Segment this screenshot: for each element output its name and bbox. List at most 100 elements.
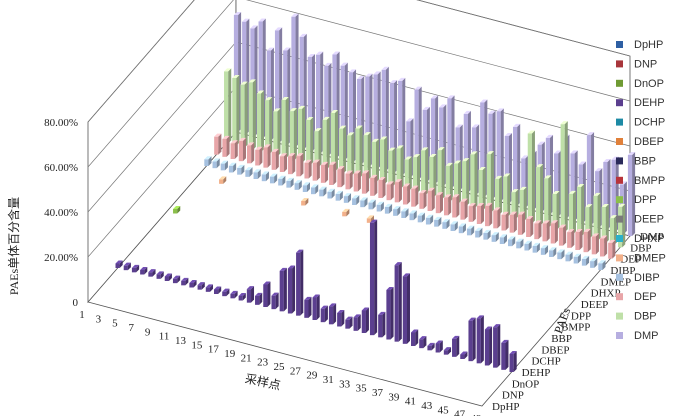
bar-DIBP-37 [499,234,507,244]
bar-DEHP-47 [493,324,501,368]
bar-DEP-31 [460,198,468,220]
bar-DBP-39 [535,164,544,226]
bar-DIBP-44 [557,249,565,260]
bar-DIBP-9 [269,173,278,184]
bar-DIBP-38 [508,236,516,247]
bar-DBP-35 [503,173,511,217]
bar-DBP-15 [338,125,347,174]
x-tick-label: 47 [454,409,466,416]
bar-DEHP-24 [304,296,312,318]
bar-DBP-31 [470,151,478,209]
bar-DEP-44 [567,229,575,248]
bar-DIBP-11 [286,177,294,188]
bar-DBP-12 [314,128,322,168]
z-tick-label: 60.00% [44,162,78,174]
bar-DIBP-43 [549,247,557,257]
x-tick-label: 31 [323,374,334,386]
legend-swatch [616,41,623,48]
legend-swatch [616,215,623,223]
bar-DEP-15 [329,161,337,185]
bar-DBP-4 [248,79,256,150]
bar-DIBP-25 [401,208,409,218]
bar-DIBP-28 [425,214,434,225]
bar-DIBP-14 [311,184,319,195]
bar-DIBP-46 [573,253,581,264]
legend-label: DBEP [634,136,664,148]
bar-DIBP-5 [237,164,245,175]
bar-DEHP-41 [443,347,452,355]
bar-DEP-10 [288,153,296,175]
series-tick-label: DMP [640,231,664,243]
bar-DIBP-23 [384,203,393,214]
bar-DEHP-26 [320,305,328,323]
bar-DEP-43 [558,224,567,246]
legend-swatch [616,235,623,242]
chart-bars [115,12,636,372]
bar-DEHP-30 [353,314,361,331]
bar-DEHP-18 [255,292,263,305]
bar-DIBP-13 [302,182,310,192]
x-axis-title: 采样点 [244,371,282,393]
legend-swatch [616,79,623,87]
bar-DBP-27 [437,147,445,200]
bar-DEHP-46 [484,326,493,366]
bar-DIBP-20 [360,197,368,208]
legend-swatch [616,273,623,281]
bar-DBP-34 [494,175,503,215]
bar-DIBP-7 [253,169,261,179]
bar-DEP-35 [493,207,501,229]
bar-DEP-48 [599,235,608,257]
legend-label: DNP [634,58,657,70]
bar-DEP-8 [271,148,279,170]
bar-DEP-16 [337,166,345,188]
bar-DIBP-4 [228,162,237,173]
legend-label: DEP [634,291,657,303]
bar-DEP-9 [279,153,288,172]
bar-DEP-40 [534,220,542,240]
bar-DBP-19 [371,138,379,183]
series-tick-label: BBP [551,333,572,345]
bar-DEP-24 [402,183,411,205]
legend-label: DCHP [634,117,665,129]
bar-DEHP-40 [435,340,443,353]
bar-DEHP-14 [222,288,230,297]
bar-DEP-39 [526,216,534,237]
legend-swatch [616,293,623,301]
bar-DIBP-35 [483,229,491,240]
bar-DEHP-8 [172,275,181,284]
bar-DIBP-39 [516,238,524,249]
bar-DIBP-3 [220,160,228,171]
x-tick-label: 25 [274,361,286,373]
bar-DBP-44 [576,184,585,237]
series-tick-label: DHXP [591,288,621,300]
bar-DIBP-8 [261,171,269,182]
bar-DEHP-2 [123,262,131,271]
bar-DEP-26 [419,190,427,209]
bar-DBP-32 [478,167,486,211]
series-tick-label: DBEP [541,344,569,356]
bar-DEHP-11 [197,282,205,290]
bar-DBP-40 [544,175,552,228]
z-tick-label: 20.00% [44,252,78,264]
x-tick-label: 41 [405,396,416,408]
chart-left-wall [87,0,237,304]
bar-DBP-9 [289,108,297,161]
bar-DEHP-13 [214,286,222,294]
bar-DEHP-10 [189,280,197,288]
x-tick-label: 45 [438,404,450,416]
bar-DBP-11 [306,117,314,165]
x-tick-label: 15 [191,339,203,351]
bar-DIBP-30 [442,219,450,229]
bar-DIBP-2 [212,158,220,169]
bar-DIBP-49 [598,260,606,270]
bar-DEP-19 [361,170,370,194]
legend-swatch [616,254,623,262]
bar-DEP-11 [296,153,304,177]
bar-DIBP-10 [278,175,286,186]
x-tick-label: 33 [339,378,351,390]
legend-swatch [616,196,623,204]
bar-DBP-33 [486,151,494,213]
bar-DIBP-27 [417,212,425,223]
bar-DEP-23 [394,179,402,203]
z-tick-label: 0 [73,297,79,309]
